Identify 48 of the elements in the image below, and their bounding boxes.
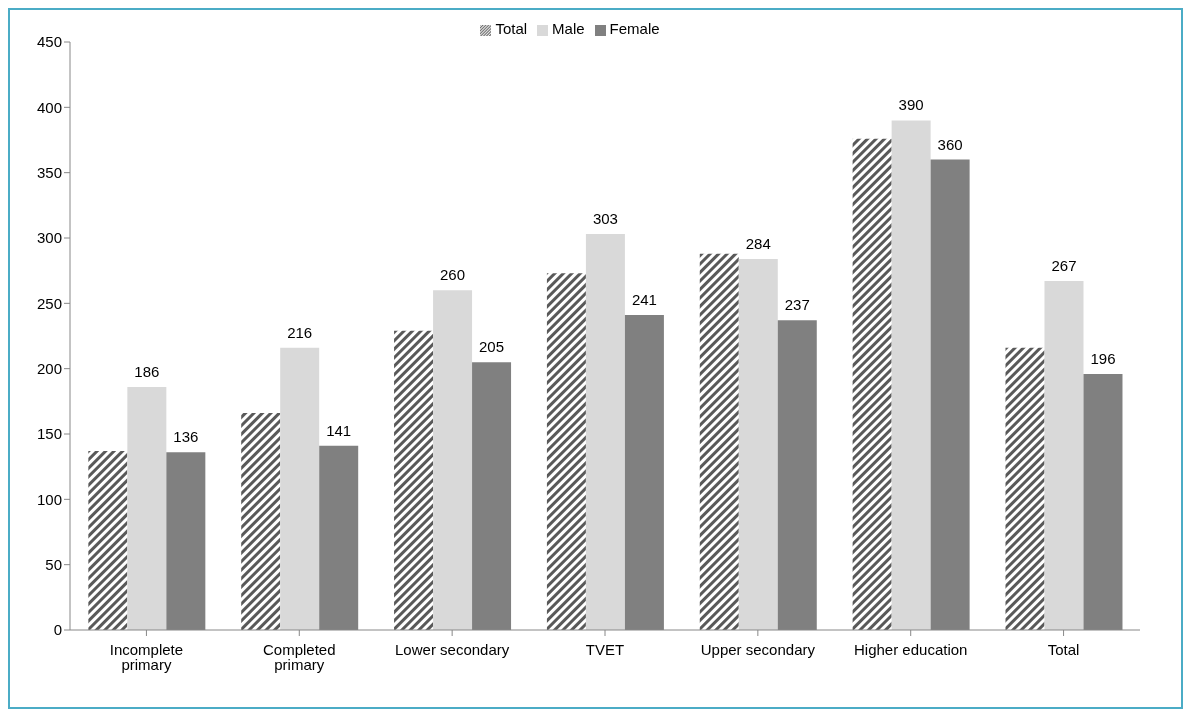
x-tick-label: Completed primary — [263, 640, 336, 673]
bar — [433, 290, 473, 630]
bar — [394, 330, 434, 630]
data-label: 141 — [326, 421, 352, 439]
y-tick-label: 350 — [36, 163, 62, 181]
data-label: 284 — [745, 234, 771, 252]
bar — [546, 273, 586, 630]
data-label: 390 — [898, 96, 924, 114]
x-tick-label: TVET — [585, 640, 625, 658]
bar — [891, 120, 931, 630]
bar — [241, 413, 281, 630]
data-label: 267 — [1051, 257, 1077, 275]
bar — [852, 138, 892, 630]
bar — [280, 347, 320, 630]
bar — [127, 386, 167, 630]
bar — [88, 450, 128, 630]
y-tick-label: 400 — [36, 98, 62, 116]
x-tick-label: Incomplete primary — [109, 640, 184, 673]
y-tick-label: 150 — [36, 425, 62, 443]
x-tick-label: Higher education — [854, 640, 968, 658]
x-tick-label: Total — [1047, 640, 1080, 658]
data-label: 186 — [134, 362, 160, 380]
data-label: 205 — [479, 338, 505, 356]
bar — [1044, 281, 1084, 630]
legend-label: Female — [609, 20, 660, 37]
data-label: 196 — [1090, 349, 1116, 367]
data-label: 136 — [173, 428, 199, 446]
bar — [1005, 347, 1045, 630]
data-label: 260 — [440, 266, 466, 284]
data-label: 237 — [784, 296, 810, 314]
bar — [699, 253, 739, 630]
y-tick-label: 450 — [36, 33, 62, 51]
y-tick-label: 0 — [53, 621, 62, 639]
y-tick-label: 250 — [36, 294, 62, 312]
y-tick-label: 300 — [36, 229, 62, 247]
data-label: 360 — [937, 135, 963, 153]
y-tick-label: 200 — [36, 359, 62, 377]
x-tick-label: Lower secondary — [395, 640, 510, 658]
data-label: 216 — [287, 323, 313, 341]
bar — [738, 258, 778, 630]
y-tick-label: 100 — [36, 490, 62, 508]
legend-label: Male — [552, 20, 585, 37]
x-tick-label: Upper secondary — [700, 640, 816, 658]
legend-label: Total — [495, 20, 528, 37]
data-label: 241 — [631, 291, 657, 309]
bar — [585, 234, 625, 630]
data-label: 303 — [592, 210, 618, 228]
y-tick-label: 50 — [45, 555, 62, 573]
